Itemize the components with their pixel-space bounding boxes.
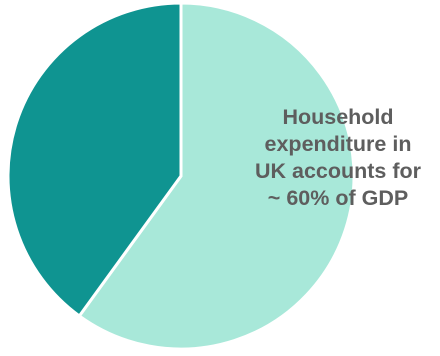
pie-slice-1 [77, 1, 356, 351]
annotation-line-4: ~ 60% of GDP [267, 186, 409, 210]
annotation-line-3: UK accounts for [254, 159, 422, 183]
pie-slice-2 [6, 1, 183, 318]
chart-annotation: Household expenditure in UK accounts for… [238, 104, 438, 212]
annotation-line-2: expenditure in [264, 132, 412, 156]
annotation-line-1: Household [282, 105, 394, 129]
